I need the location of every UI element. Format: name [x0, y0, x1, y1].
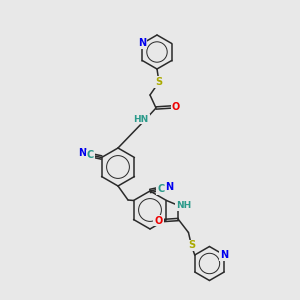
Text: HN: HN — [134, 115, 148, 124]
Text: O: O — [154, 215, 163, 226]
Text: N: N — [165, 182, 173, 192]
Text: S: S — [188, 241, 195, 250]
Text: C: C — [87, 151, 94, 160]
Text: N: N — [220, 250, 228, 260]
Text: N: N — [138, 38, 146, 49]
Text: C: C — [158, 184, 165, 194]
Text: S: S — [155, 77, 163, 87]
Text: NH: NH — [176, 201, 191, 210]
Text: O: O — [172, 102, 180, 112]
Text: N: N — [79, 148, 87, 158]
